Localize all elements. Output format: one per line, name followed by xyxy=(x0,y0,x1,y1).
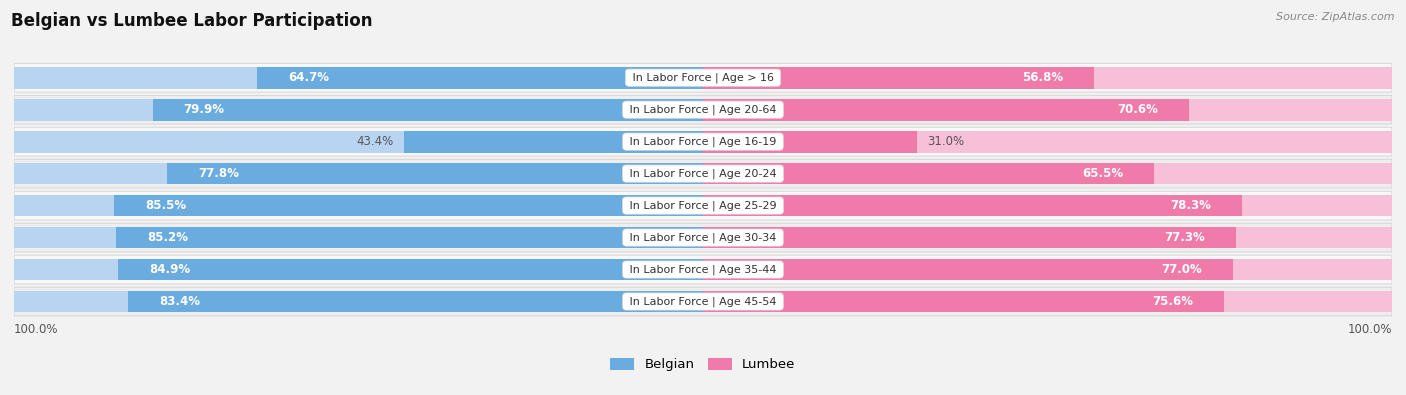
Bar xyxy=(703,227,1392,248)
Bar xyxy=(703,291,1223,312)
Text: 64.7%: 64.7% xyxy=(288,71,329,84)
Bar xyxy=(703,67,1392,88)
Bar xyxy=(703,99,1189,120)
Text: 43.4%: 43.4% xyxy=(356,135,394,148)
Bar xyxy=(14,131,703,152)
Bar xyxy=(703,291,1392,312)
Text: 75.6%: 75.6% xyxy=(1152,295,1192,308)
Text: In Labor Force | Age 20-24: In Labor Force | Age 20-24 xyxy=(626,168,780,179)
Bar xyxy=(128,291,703,312)
FancyBboxPatch shape xyxy=(14,191,1392,220)
Bar xyxy=(14,195,703,216)
Bar xyxy=(167,163,703,184)
FancyBboxPatch shape xyxy=(14,223,1392,252)
Legend: Belgian, Lumbee: Belgian, Lumbee xyxy=(605,352,801,376)
FancyBboxPatch shape xyxy=(14,127,1392,156)
Bar xyxy=(152,99,703,120)
FancyBboxPatch shape xyxy=(14,255,1392,284)
Bar xyxy=(703,163,1154,184)
Text: 83.4%: 83.4% xyxy=(159,295,201,308)
Bar xyxy=(703,131,1392,152)
Bar xyxy=(703,131,917,152)
Text: 77.8%: 77.8% xyxy=(198,167,239,180)
Bar xyxy=(117,227,703,248)
Text: In Labor Force | Age 35-44: In Labor Force | Age 35-44 xyxy=(626,264,780,275)
Bar xyxy=(14,291,703,312)
Bar xyxy=(14,259,703,280)
Bar xyxy=(703,67,1094,88)
FancyBboxPatch shape xyxy=(14,95,1392,124)
Text: 77.3%: 77.3% xyxy=(1164,231,1205,244)
Bar xyxy=(703,227,1236,248)
Text: 100.0%: 100.0% xyxy=(14,323,59,336)
Text: 78.3%: 78.3% xyxy=(1171,199,1212,212)
FancyBboxPatch shape xyxy=(14,287,1392,316)
Text: In Labor Force | Age 45-54: In Labor Force | Age 45-54 xyxy=(626,296,780,307)
Bar xyxy=(703,259,1233,280)
Text: Belgian vs Lumbee Labor Participation: Belgian vs Lumbee Labor Participation xyxy=(11,12,373,30)
Text: 70.6%: 70.6% xyxy=(1118,103,1159,116)
Text: Source: ZipAtlas.com: Source: ZipAtlas.com xyxy=(1277,12,1395,22)
Text: In Labor Force | Age 25-29: In Labor Force | Age 25-29 xyxy=(626,200,780,211)
Text: 79.9%: 79.9% xyxy=(184,103,225,116)
Text: 85.2%: 85.2% xyxy=(148,231,188,244)
Text: 65.5%: 65.5% xyxy=(1083,167,1123,180)
Bar xyxy=(14,227,703,248)
Text: In Labor Force | Age > 16: In Labor Force | Age > 16 xyxy=(628,72,778,83)
Bar xyxy=(703,259,1392,280)
Bar xyxy=(703,99,1392,120)
Bar xyxy=(14,163,703,184)
Text: In Labor Force | Age 20-64: In Labor Force | Age 20-64 xyxy=(626,104,780,115)
Bar xyxy=(114,195,703,216)
FancyBboxPatch shape xyxy=(14,159,1392,188)
Text: In Labor Force | Age 30-34: In Labor Force | Age 30-34 xyxy=(626,232,780,243)
Text: 84.9%: 84.9% xyxy=(149,263,190,276)
Bar xyxy=(118,259,703,280)
Bar xyxy=(14,67,703,88)
Bar xyxy=(703,195,1243,216)
Bar xyxy=(703,163,1392,184)
Text: 77.0%: 77.0% xyxy=(1161,263,1202,276)
Bar xyxy=(703,195,1392,216)
Text: 100.0%: 100.0% xyxy=(1347,323,1392,336)
Bar xyxy=(14,99,703,120)
Bar xyxy=(257,67,703,88)
FancyBboxPatch shape xyxy=(14,63,1392,92)
Bar xyxy=(404,131,703,152)
Text: 56.8%: 56.8% xyxy=(1022,71,1063,84)
Text: 31.0%: 31.0% xyxy=(927,135,965,148)
Text: 85.5%: 85.5% xyxy=(145,199,186,212)
Text: In Labor Force | Age 16-19: In Labor Force | Age 16-19 xyxy=(626,136,780,147)
